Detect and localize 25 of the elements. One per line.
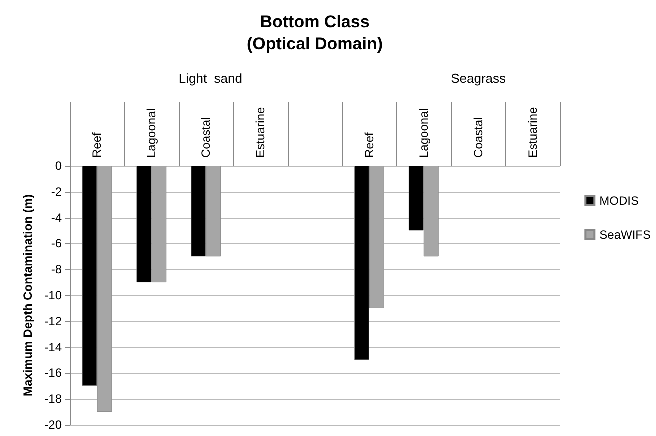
y-tick-label: -20 bbox=[44, 418, 62, 432]
y-tick-label: -18 bbox=[44, 392, 62, 406]
y-axis-title: Maximum Depth Contamination (m) bbox=[20, 194, 35, 397]
y-tick-label: -2 bbox=[51, 184, 62, 199]
x-tick-label: Lagoonal bbox=[144, 108, 159, 158]
y-tick-label: -10 bbox=[44, 288, 62, 302]
text: Light sand bbox=[178, 71, 242, 86]
legend-label: SeaWIFS bbox=[600, 228, 652, 242]
x-tick-label: Estuarine bbox=[254, 106, 268, 158]
text: Seagrass bbox=[451, 71, 507, 86]
x-tick-label: Reef bbox=[362, 132, 376, 158]
chart-title: Bottom Class (Optical Domain) bbox=[246, 12, 384, 54]
x-tick-label: Reef bbox=[90, 132, 104, 158]
y-tick-label: -16 bbox=[44, 366, 62, 380]
y-tick-label: -8 bbox=[51, 262, 62, 277]
y-tick-label: -4 bbox=[51, 210, 62, 225]
x-tick-label: Lagoonal bbox=[416, 108, 431, 158]
y-tick-label: 0 bbox=[55, 159, 62, 173]
x-tick-label: Coastal bbox=[199, 117, 214, 158]
y-tick-label: -12 bbox=[44, 314, 62, 328]
x-tick-label: Coastal bbox=[471, 117, 486, 158]
legend-label: MODIS bbox=[600, 194, 639, 208]
y-tick-label: -6 bbox=[51, 236, 62, 251]
y-tick-label: -14 bbox=[44, 340, 62, 354]
x-tick-label: Estuarine bbox=[526, 106, 540, 158]
